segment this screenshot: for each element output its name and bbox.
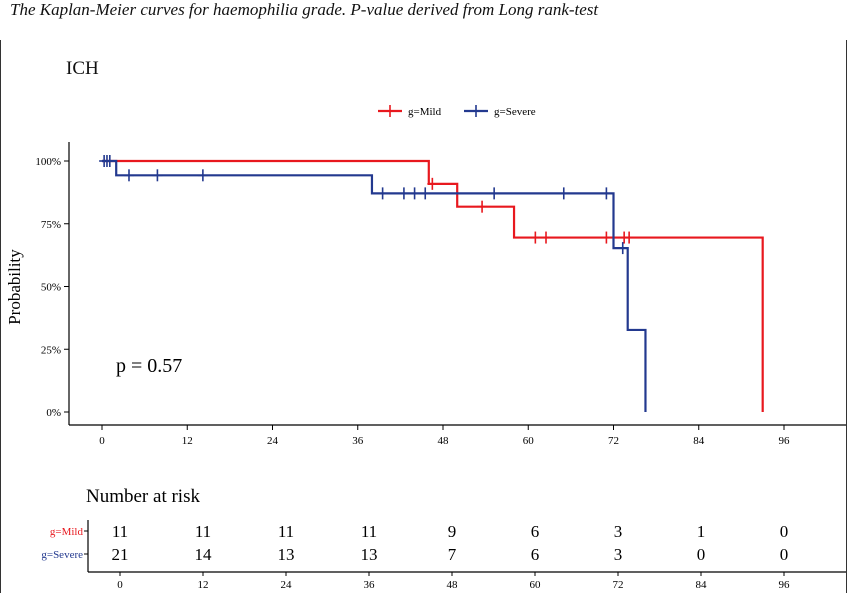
x-tick-label: 48	[438, 435, 450, 447]
censor-mark	[197, 169, 208, 182]
risk-x-tick-label: 48	[447, 579, 459, 591]
censor-mark	[624, 231, 635, 244]
censor-mark	[377, 187, 388, 200]
y-axis: 0% 25% 50% 75% 100%	[35, 142, 70, 425]
censor-mark	[489, 187, 500, 200]
censor-mark	[420, 187, 431, 200]
risk-cell: 11	[112, 522, 128, 541]
x-tick-label: 0	[99, 435, 105, 447]
risk-x-tick-label: 60	[530, 579, 542, 591]
censor-mark	[601, 187, 612, 200]
y-tick-label: 25%	[41, 344, 61, 356]
survival-curve-severe	[102, 159, 647, 412]
censor-mark	[104, 155, 115, 167]
risk-cell: 9	[448, 522, 457, 541]
censor-mark	[152, 169, 163, 182]
x-tick-label: 12	[182, 435, 193, 447]
risk-x-tick-label: 24	[281, 579, 293, 591]
left-frame-line	[0, 40, 1, 593]
chart-title: ICH	[66, 58, 99, 79]
risk-cell: 21	[112, 545, 129, 564]
risk-x-tick-label: 84	[696, 579, 708, 591]
risk-x-tick-label: 0	[117, 579, 123, 591]
risk-cell: 6	[531, 545, 540, 564]
p-value-annotation: p = 0.57	[116, 355, 182, 377]
y-tick-label: 0%	[46, 407, 61, 419]
censor-mark	[558, 187, 569, 200]
x-axis: 0 12 24 36 48 60 72 84 96	[69, 424, 846, 447]
risk-cell: 11	[361, 522, 377, 541]
risk-cell: 0	[780, 545, 789, 564]
x-tick-label: 96	[779, 435, 791, 447]
censor-mark	[541, 231, 552, 244]
legend-item-severe: g=Severe	[464, 105, 536, 118]
x-tick-label: 84	[693, 435, 705, 447]
risk-cell: 0	[780, 522, 789, 541]
legend: g=Mild g=Severe	[378, 105, 536, 118]
right-frame-line	[846, 40, 847, 593]
risk-cell: 13	[361, 545, 378, 564]
risk-cell: 13	[278, 545, 295, 564]
x-tick-label: 72	[608, 435, 619, 447]
legend-item-mild: g=Mild	[378, 105, 442, 118]
survival-curve-mild	[102, 159, 764, 412]
risk-cell: 3	[614, 545, 623, 564]
risk-cell: 3	[614, 522, 623, 541]
risk-x-tick-label: 36	[364, 579, 376, 591]
risk-cell: 14	[195, 545, 213, 564]
x-tick-label: 24	[267, 435, 279, 447]
risk-table: g=Mild 11 11 11 11 9 6 3 1 0g=Severe 21 14 13 13 7 6 3 0 0…	[41, 520, 846, 591]
y-axis-label: Probability	[5, 249, 24, 325]
risk-cell: 0	[697, 545, 706, 564]
legend-label: g=Mild	[408, 106, 442, 118]
censor-mark	[530, 231, 541, 244]
risk-x-tick-label: 12	[198, 579, 209, 591]
figure-caption: The Kaplan-Meier curves for haemophilia …	[10, 0, 599, 19]
risk-x-tick-label: 96	[779, 579, 791, 591]
survival-curves	[99, 155, 764, 412]
risk-cell: 11	[278, 522, 294, 541]
risk-cell: 11	[195, 522, 211, 541]
y-tick-label: 100%	[35, 156, 61, 168]
risk-x-tick-label: 72	[613, 579, 624, 591]
risk-table-title: Number at risk	[86, 486, 200, 507]
censor-mark	[617, 242, 628, 255]
censor-mark	[427, 177, 438, 190]
censor-mark	[409, 187, 420, 200]
risk-cell: 1	[697, 522, 706, 541]
censor-mark	[398, 187, 409, 200]
y-tick-label: 50%	[41, 282, 61, 294]
y-tick-label: 75%	[41, 219, 61, 231]
censor-mark	[123, 169, 134, 182]
risk-row-label: g=Mild	[50, 526, 84, 538]
legend-label: g=Severe	[494, 106, 536, 118]
censor-mark	[477, 200, 488, 213]
risk-cell: 6	[531, 522, 540, 541]
censor-mark	[601, 231, 612, 244]
x-tick-label: 36	[352, 435, 364, 447]
risk-row-label: g=Severe	[41, 549, 83, 561]
risk-cell: 7	[448, 545, 457, 564]
x-tick-label: 60	[523, 435, 535, 447]
